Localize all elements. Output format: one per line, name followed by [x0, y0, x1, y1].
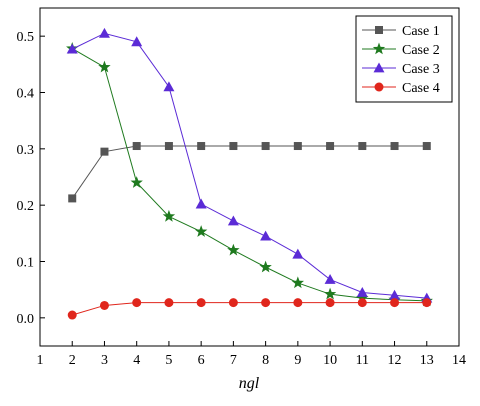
series-layer — [66, 27, 433, 320]
y-axis: 0.0 0.1 0.2 0.3 0.4 0.5 — [17, 30, 45, 327]
x-tick-label: 14 — [452, 353, 466, 368]
series-4 — [67, 298, 432, 320]
data-point — [195, 198, 207, 209]
legend-marker — [373, 62, 385, 73]
data-point — [389, 289, 401, 300]
series-line — [72, 32, 427, 299]
data-point — [131, 36, 143, 47]
data-point — [356, 291, 369, 304]
data-point — [227, 215, 239, 226]
x-axis-title: ngl — [239, 375, 260, 392]
x-tick-label: 13 — [420, 353, 434, 368]
data-point — [66, 43, 78, 54]
data-point — [261, 142, 270, 151]
data-point — [390, 298, 400, 308]
x-tick-label: 9 — [294, 353, 301, 368]
data-point — [358, 142, 367, 151]
data-point — [261, 298, 271, 308]
data-point — [163, 81, 175, 92]
data-point — [422, 142, 431, 151]
x-tick-label: 10 — [323, 353, 337, 368]
legend-label: Case 4 — [402, 81, 440, 96]
data-point — [194, 225, 208, 237]
data-point — [293, 142, 302, 151]
x-tick-label: 3 — [101, 353, 108, 368]
legend-label: Case 2 — [402, 43, 440, 58]
data-point — [196, 298, 206, 308]
data-point — [162, 209, 176, 222]
y-tick-label: 0.2 — [17, 199, 35, 214]
data-point — [325, 298, 335, 308]
x-tick-label: 4 — [133, 353, 140, 368]
y-tick-label: 0.1 — [17, 256, 35, 271]
x-tick-label: 11 — [356, 353, 369, 368]
series-line — [71, 48, 427, 302]
x-tick-label: 7 — [230, 353, 237, 368]
data-point — [291, 276, 305, 289]
data-point — [132, 298, 142, 308]
legend-marker — [372, 42, 386, 55]
data-point — [164, 298, 174, 308]
y-tick-label: 0.0 — [17, 312, 35, 327]
x-tick-label: 12 — [388, 353, 402, 368]
data-point — [293, 298, 303, 308]
data-point — [68, 194, 77, 203]
legend-marker — [375, 26, 383, 34]
x-tick-label: 1 — [37, 353, 44, 368]
series-line — [72, 302, 427, 316]
data-point — [259, 260, 272, 273]
series-line — [71, 145, 427, 199]
data-point — [228, 298, 238, 308]
legend-label: Case 1 — [402, 24, 440, 39]
data-point — [324, 274, 336, 284]
data-point — [323, 287, 337, 300]
data-point — [99, 300, 109, 310]
data-point — [100, 147, 109, 156]
series-1 — [68, 142, 431, 203]
data-point — [130, 176, 143, 188]
x-tick-label: 8 — [262, 353, 269, 368]
y-tick-label: 0.3 — [17, 143, 35, 158]
data-point — [390, 142, 399, 151]
data-point — [98, 60, 111, 73]
data-point — [357, 298, 367, 308]
data-point — [227, 243, 240, 256]
x-tick-label: 5 — [165, 353, 172, 368]
data-point — [164, 142, 173, 151]
data-point — [132, 142, 141, 151]
data-point — [229, 142, 238, 151]
x-axis: 1 2 3 4 5 6 7 8 9 10 11 12 13 14 — [37, 341, 466, 368]
data-point — [292, 248, 304, 259]
y-tick-label: 0.5 — [17, 30, 35, 45]
data-point — [260, 230, 272, 241]
data-point — [326, 142, 335, 151]
legend: Case 1 Case 2 Case 3 Case 4 — [355, 15, 453, 103]
data-point — [356, 286, 368, 297]
data-point — [197, 142, 206, 151]
legend-marker — [374, 82, 384, 92]
x-tick-label: 6 — [198, 353, 205, 368]
data-point — [67, 310, 77, 320]
data-point — [422, 298, 432, 308]
data-point — [98, 27, 110, 38]
series-3 — [66, 27, 433, 303]
y-tick-label: 0.4 — [17, 87, 35, 102]
x-tick-label: 2 — [69, 353, 76, 368]
legend-label: Case 3 — [402, 62, 440, 77]
plot-frame — [39, 7, 460, 347]
